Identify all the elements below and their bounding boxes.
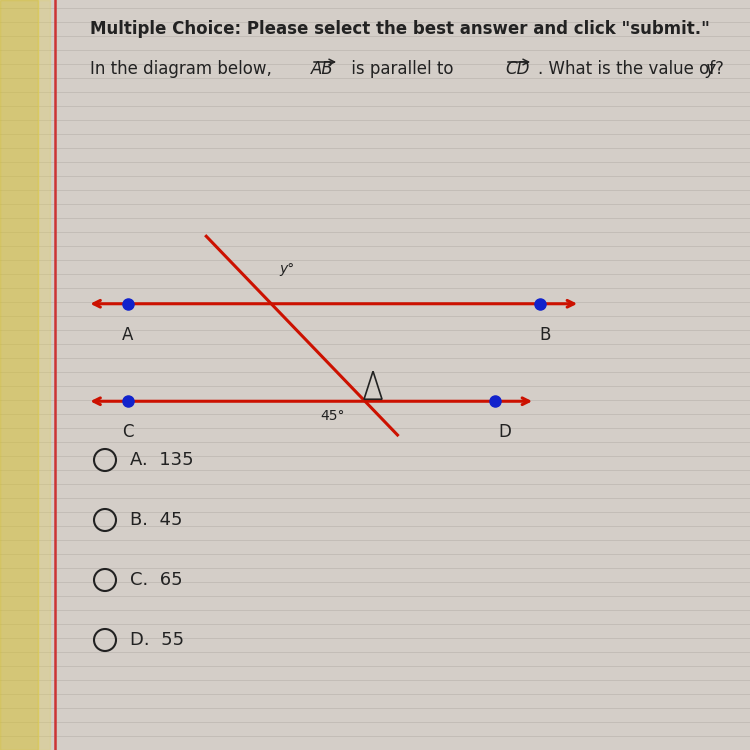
Text: CD: CD	[505, 60, 530, 78]
Bar	[38, 0, 50, 750]
Bar	[0, 0, 38, 750]
Text: Multiple Choice: Please select the best answer and click "submit.": Multiple Choice: Please select the best …	[90, 20, 710, 38]
Text: In the diagram below,: In the diagram below,	[90, 60, 278, 78]
Text: is parallel to: is parallel to	[346, 60, 459, 78]
Text: B: B	[539, 326, 550, 344]
Text: B.  45: B. 45	[130, 511, 182, 529]
Text: D: D	[499, 423, 512, 441]
Text: C: C	[122, 423, 134, 441]
Text: C.  65: C. 65	[130, 571, 183, 589]
Text: A.  135: A. 135	[130, 451, 194, 469]
Text: ?: ?	[715, 60, 724, 78]
Text: AB: AB	[311, 60, 334, 78]
Text: y°: y°	[279, 262, 295, 276]
Text: A: A	[122, 326, 134, 344]
Text: . What is the value of: . What is the value of	[538, 60, 720, 78]
Text: y: y	[705, 60, 715, 78]
Text: D.  55: D. 55	[130, 631, 184, 649]
Text: 45°: 45°	[320, 410, 344, 423]
